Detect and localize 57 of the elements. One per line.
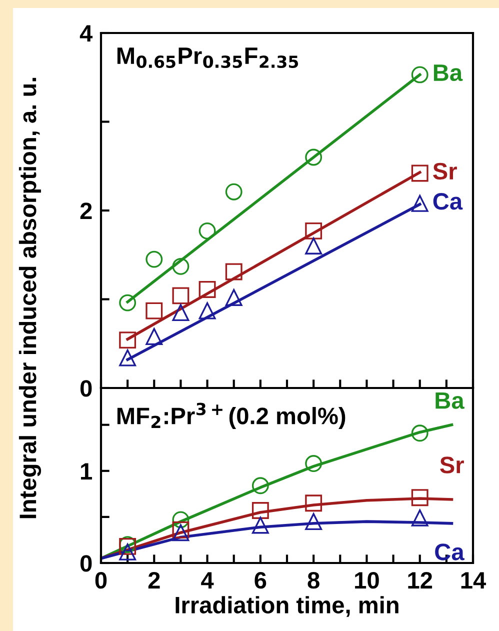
series-label: Ba [434,64,463,82]
point [172,287,190,304]
point [252,477,269,494]
y-tick-label: 4 [80,25,93,42]
point [119,332,136,349]
y-tick-label: 2 [80,202,92,220]
series-label: Ca [435,544,464,560]
x-tick-label: 10 [355,572,379,589]
point [411,509,428,526]
point [146,302,163,320]
point [172,511,190,528]
point [411,489,428,506]
point [172,258,190,275]
x-tick-label: 8 [308,572,320,589]
series-label: Sr [433,162,457,180]
x-tick-label: 4 [201,572,214,588]
y-tick-label: 0 [80,555,92,572]
x-tick-label: 12 [408,572,432,588]
point [225,263,242,280]
point [198,281,216,298]
series-label: Ba [436,392,464,409]
point [172,304,190,322]
x-tick-label: 6 [254,572,266,589]
point [305,238,322,254]
point [146,250,163,268]
y-axis-title: Integral under induced absorption, a. u. [18,78,42,518]
point [305,455,322,472]
point [198,222,216,240]
point [411,424,428,442]
annotation: MF$_{2}$:Pr$^{3+}$(0.2 mol%) [117,402,346,429]
point [305,148,322,166]
point [225,289,242,306]
annotation: M$_{0.65}$Pr$_{0.35}$F$_{2.35}$ [117,48,298,68]
point [411,164,428,182]
y-tick-label: 0 [80,380,92,397]
point [252,516,269,534]
point [119,543,136,560]
y-tick-label: 1 [81,463,92,480]
point [411,194,428,212]
x-tick-label: 14 [461,572,486,588]
point [172,521,190,538]
point [305,222,322,240]
point [146,328,163,345]
point [119,349,136,366]
series-label: Sr [440,456,464,474]
x-tick-label: 2 [148,572,160,588]
series-label: Ca [433,193,463,210]
point [172,524,190,542]
point [305,494,322,512]
point [225,183,242,200]
point [252,502,269,519]
x-tick-label: 0 [95,572,107,589]
point [305,513,322,530]
point [198,302,216,320]
point [119,294,136,312]
point [411,66,428,84]
x-axis-title: Irradiation time, min [176,596,398,617]
